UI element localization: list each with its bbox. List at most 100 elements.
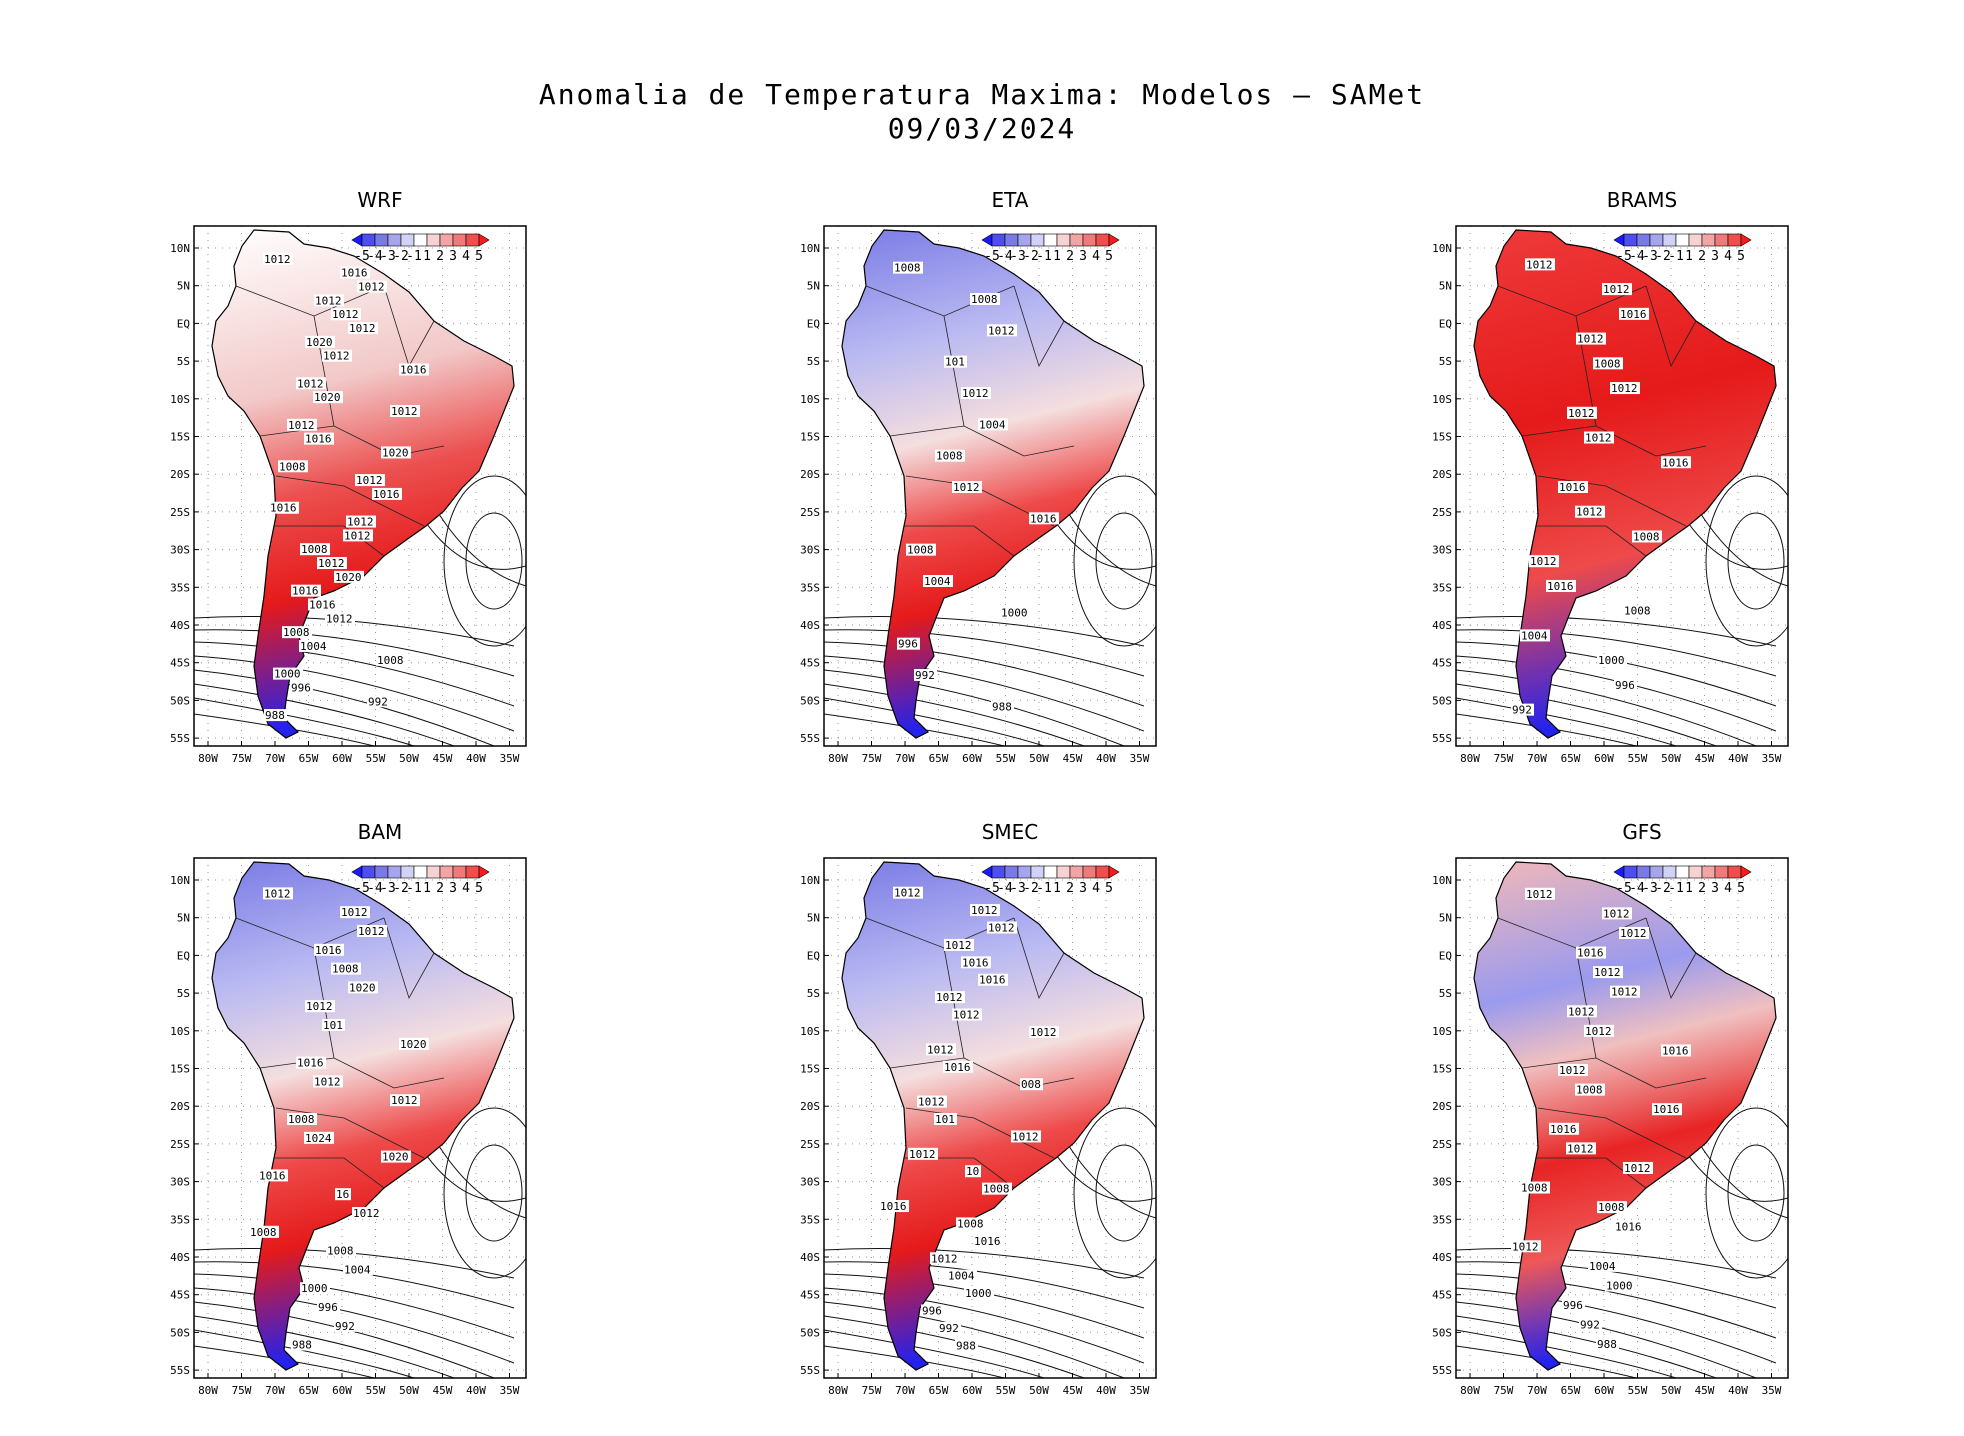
lat-tick-label: 25S	[800, 1138, 820, 1151]
colorbar: -5-4-3-2-1 1 2 3 4 5	[981, 865, 1120, 896]
isobar-label: 101	[945, 356, 965, 369]
colorbar-label: -3	[380, 249, 396, 264]
lon-tick-label: 50W	[1661, 752, 1681, 765]
isobar-label: 1016	[1662, 456, 1689, 469]
panel-brams: BRAMS 10N 5N EQ 5S 10S 15S 20S 25S 30S 35S 40S 45S 50…	[1432, 188, 1852, 765]
colorbar-label: -5	[354, 249, 370, 264]
lon-tick-label: 60W	[1594, 1384, 1614, 1397]
lat-tick-label: 25S	[800, 506, 820, 519]
isobar-label: 1000	[1606, 1279, 1633, 1292]
lon-tick-label: 75W	[1494, 1384, 1514, 1397]
isobar-label: 1012	[358, 925, 385, 938]
lon-tick-label: 80W	[1460, 752, 1480, 765]
isobar-label: 1008	[283, 626, 310, 639]
isobar-label: 1012	[1559, 1064, 1586, 1077]
lon-tick-label: 60W	[332, 752, 352, 765]
isobar-label: 1008	[301, 543, 328, 556]
isobar-label: 1012	[1526, 258, 1553, 271]
lon-tick-label: 50W	[399, 1384, 419, 1397]
colorbar: -5-4-3-2-1 1 2 3 4 5	[981, 233, 1120, 264]
isobar-label: 1012	[1594, 966, 1621, 979]
isobar-label: 992	[1512, 704, 1532, 717]
colorbar: -5-4-3-2-1 1 2 3 4 5	[1613, 865, 1752, 896]
lon-tick-label: 75W	[232, 1384, 252, 1397]
figure-title: Anomalia de Temperatura Maxima: Modelos …	[538, 78, 1426, 111]
isobar-label: 1012	[936, 991, 963, 1004]
lat-tick-label: 10S	[170, 1025, 190, 1038]
panel-smec: SMEC 10N 5N EQ 5S 10S 15S 20S 25S 30S 35S 40S 45S 50S…	[800, 820, 1220, 1397]
isobar-label: 1016	[292, 585, 319, 598]
lat-tick-label: 15S	[800, 1063, 820, 1076]
isobar-label: 1012	[358, 281, 385, 294]
colorbar-label: 2	[1698, 881, 1706, 896]
lon-tick-label: 40W	[1096, 1384, 1116, 1397]
isobar-label: 1012	[988, 324, 1015, 337]
lat-tick-label: 55S	[800, 732, 820, 745]
lat-tick-label: 10N	[800, 874, 820, 887]
lon-tick-label: 60W	[1594, 752, 1614, 765]
isobar-label: 1012	[931, 1252, 958, 1265]
isobar-label: 1012	[1567, 1142, 1594, 1155]
lon-tick-label: 65W	[299, 752, 319, 765]
isobar-label: 1008	[971, 293, 998, 306]
colorbar: -5-4-3-2-1 1 2 3 4 5	[1613, 233, 1752, 264]
isobar-label: 1016	[315, 944, 342, 957]
lon-tick-label: 45W	[1063, 1384, 1083, 1397]
lat-tick-label: 5S	[1439, 987, 1452, 1000]
lat-tick-label: EQ	[177, 317, 190, 330]
isobar-label: 1008	[250, 1226, 277, 1239]
isobar-label: 1012	[1611, 382, 1638, 395]
colorbar-label: -5	[1616, 249, 1632, 264]
colorbar-label: 1	[1685, 881, 1693, 896]
colorbar-label: -3	[1642, 881, 1658, 896]
isobar-label: 1016	[1620, 308, 1647, 321]
isobar-label: 1020	[306, 336, 333, 349]
map-wrf: 10N 5N EQ 5S 10S 15S 20S 25S 30S 35S 40S 45S 50S 55S 8…	[170, 225, 527, 765]
lat-tick-label: 55S	[170, 1364, 190, 1377]
lon-tick-label: 50W	[1661, 1384, 1681, 1397]
lon-tick-label: 65W	[929, 1384, 949, 1397]
isobar-label: 1008	[957, 1217, 984, 1230]
isobar-label: 1012	[1585, 432, 1612, 445]
isobar-label: 1016	[1547, 580, 1574, 593]
isobar-label: 1012	[349, 322, 376, 335]
isobar-label: 1012	[356, 474, 383, 487]
isobar-label: 1020	[382, 1151, 409, 1164]
isobar-label: 1000	[301, 1282, 328, 1295]
lon-tick-label: 55W	[366, 752, 386, 765]
lat-tick-label: 5S	[1439, 355, 1452, 368]
colorbar-label: 3	[1711, 249, 1719, 264]
isobar-label: 1012	[344, 529, 371, 542]
isobar-label: 996	[318, 1301, 338, 1314]
panel-bam: BAM 10N 5N EQ 5S 10S 15S 20S 25S 30S 35S 40S 45S 50S 5…	[170, 820, 590, 1397]
lat-tick-label: 15S	[1432, 1063, 1452, 1076]
isobar-label: 1012	[318, 557, 345, 570]
isobar-label: 1012	[1012, 1130, 1039, 1143]
lon-tick-label: 55W	[1628, 1384, 1648, 1397]
lon-tick-label: 65W	[929, 752, 949, 765]
lon-tick-label: 55W	[996, 1384, 1016, 1397]
isobar-label: 1016	[305, 433, 332, 446]
isobar-label: 1012	[1577, 333, 1604, 346]
lat-tick-label: 30S	[170, 544, 190, 557]
lon-tick-label: 55W	[366, 1384, 386, 1397]
lon-tick-label: 45W	[433, 1384, 453, 1397]
lon-tick-label: 45W	[1063, 752, 1083, 765]
lat-tick-label: 10N	[170, 242, 190, 255]
lat-tick-label: 50S	[170, 694, 190, 707]
lon-tick-label: 40W	[1728, 1384, 1748, 1397]
isobar-label: 1012	[894, 887, 921, 900]
isobar-label: 1012	[962, 387, 989, 400]
lat-tick-label: 50S	[800, 1326, 820, 1339]
isobar-label: 1008	[1576, 1084, 1603, 1097]
isobar-label: 992	[335, 1320, 355, 1333]
lon-tick-label: 35W	[500, 752, 520, 765]
lat-tick-label: 25S	[170, 506, 190, 519]
panel-title: GFS	[1622, 820, 1662, 844]
figure-date: 09/03/2024	[887, 112, 1077, 145]
lon-tick-label: 75W	[1494, 752, 1514, 765]
colorbar-label: -4	[367, 249, 383, 264]
lat-tick-label: 10S	[170, 393, 190, 406]
lon-tick-label: 80W	[1460, 1384, 1480, 1397]
lat-tick-label: 40S	[170, 619, 190, 632]
